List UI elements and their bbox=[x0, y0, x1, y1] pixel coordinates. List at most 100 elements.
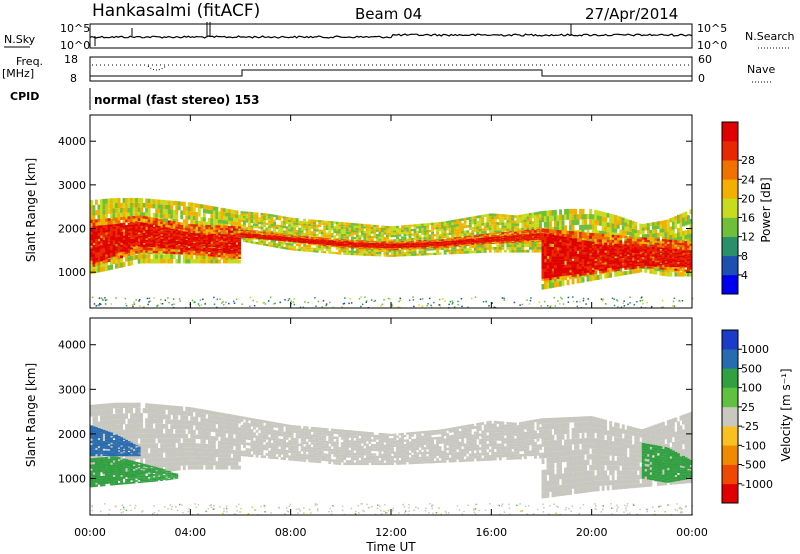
heatmap-cell bbox=[481, 242, 485, 244]
heatmap-cell bbox=[175, 224, 179, 227]
heatmap-cell bbox=[388, 249, 392, 250]
heatmap-cell bbox=[130, 260, 133, 266]
heatmap-cell bbox=[145, 247, 149, 251]
heatmap-cell bbox=[461, 238, 465, 239]
heatmap-cell bbox=[431, 234, 434, 237]
heatmap-cell bbox=[478, 247, 482, 251]
heatmap-cell bbox=[265, 243, 269, 247]
heatmap-cell bbox=[295, 218, 299, 221]
heatmap-cell bbox=[378, 238, 382, 241]
heatmap-cell bbox=[195, 235, 199, 238]
heatmap-cell bbox=[539, 249, 542, 253]
heatmap-cell bbox=[348, 222, 352, 225]
heatmap-cell bbox=[215, 227, 219, 230]
heatmap-cell bbox=[300, 232, 304, 235]
heatmap-cell bbox=[253, 230, 256, 232]
heatmap-cell bbox=[406, 240, 409, 243]
heatmap-cell bbox=[363, 253, 367, 256]
heatmap-cell bbox=[200, 251, 204, 254]
heatmap-cell bbox=[511, 223, 515, 226]
heatmap-cell bbox=[355, 241, 359, 242]
heatmap-cell bbox=[398, 230, 402, 233]
heatmap-cell bbox=[426, 232, 429, 235]
heatmap-cell bbox=[556, 215, 560, 221]
heatmap-cell bbox=[481, 243, 485, 244]
heatmap-cell bbox=[446, 228, 450, 231]
heatmap-cell bbox=[335, 239, 339, 241]
heatmap-cell bbox=[290, 237, 294, 238]
heatmap-cell bbox=[192, 230, 196, 234]
heatmap-cell bbox=[323, 251, 327, 254]
heatmap-cell bbox=[320, 237, 324, 239]
heatmap-cell bbox=[338, 224, 342, 227]
heatmap-cell bbox=[330, 246, 334, 247]
heatmap-cell bbox=[401, 225, 404, 228]
heatmap-cell bbox=[353, 223, 357, 226]
heatmap-cell bbox=[413, 224, 417, 227]
heatmap-cell bbox=[195, 216, 199, 221]
heatmap-cell bbox=[260, 222, 264, 225]
heatmap-cell bbox=[212, 259, 216, 264]
heatmap-cell bbox=[122, 228, 126, 232]
heatmap-cell bbox=[483, 214, 487, 217]
heatmap-cell bbox=[408, 235, 412, 239]
heatmap-cell bbox=[368, 251, 372, 254]
heatmap-cell bbox=[536, 249, 540, 253]
heatmap-cell bbox=[205, 221, 209, 226]
heatmap-cell bbox=[115, 208, 118, 214]
heatmap-cell bbox=[561, 225, 565, 232]
heatmap-cell bbox=[260, 233, 264, 234]
heatmap-cell bbox=[418, 235, 422, 238]
heatmap-cell bbox=[476, 245, 480, 248]
heatmap-cell bbox=[456, 221, 460, 225]
heatmap-cell bbox=[634, 269, 638, 274]
heatmap-cell bbox=[554, 209, 557, 216]
heatmap-cell bbox=[248, 225, 251, 228]
heatmap-cell bbox=[438, 240, 442, 242]
heatmap-cell bbox=[682, 230, 685, 236]
heatmap-cell bbox=[150, 198, 154, 204]
heatmap-cell bbox=[140, 250, 144, 253]
heatmap-cell bbox=[461, 236, 465, 238]
heatmap-cell bbox=[182, 201, 186, 207]
heatmap-cell bbox=[669, 272, 673, 277]
heatmap-cell bbox=[641, 230, 645, 235]
heatmap-cell bbox=[411, 248, 414, 250]
heatmap-cell bbox=[147, 212, 151, 218]
heatmap-cell bbox=[453, 222, 457, 225]
heatmap-cell bbox=[423, 240, 427, 242]
heatmap-cell bbox=[180, 224, 184, 228]
heatmap-cell bbox=[436, 250, 439, 253]
heatmap-cell bbox=[378, 241, 382, 243]
heatmap-cell bbox=[285, 235, 289, 236]
heatmap-cell bbox=[413, 241, 417, 242]
heatmap-cell bbox=[481, 214, 485, 218]
heatmap-cell bbox=[157, 213, 161, 218]
heatmap-cell bbox=[127, 202, 131, 208]
power-data bbox=[90, 198, 694, 309]
heatmap-cell bbox=[674, 233, 678, 238]
heatmap-cell bbox=[187, 228, 191, 231]
heatmap-cell bbox=[468, 236, 472, 238]
heatmap-cell bbox=[273, 231, 276, 234]
heatmap-cell bbox=[100, 235, 103, 239]
heatmap-cell bbox=[466, 237, 470, 239]
heatmap-cell bbox=[245, 230, 249, 232]
heatmap-cell bbox=[238, 254, 241, 257]
heatmap-cell bbox=[192, 241, 196, 245]
heatmap-cell bbox=[461, 225, 465, 229]
heatmap-cell bbox=[170, 214, 174, 219]
heatmap-cell bbox=[609, 236, 613, 242]
heatmap-cell bbox=[273, 234, 276, 236]
heatmap-cell bbox=[333, 242, 337, 244]
heatmap-cell bbox=[360, 248, 364, 252]
heatmap-cell bbox=[92, 268, 96, 274]
heatmap-cell bbox=[130, 202, 133, 208]
heatmap-cell bbox=[471, 221, 475, 225]
heatmap-cell bbox=[273, 221, 276, 225]
heatmap-cell bbox=[468, 248, 472, 251]
heatmap-cell bbox=[401, 249, 404, 250]
heatmap-cell bbox=[265, 227, 269, 230]
heatmap-cell bbox=[453, 239, 457, 241]
heatmap-cell bbox=[295, 220, 299, 223]
